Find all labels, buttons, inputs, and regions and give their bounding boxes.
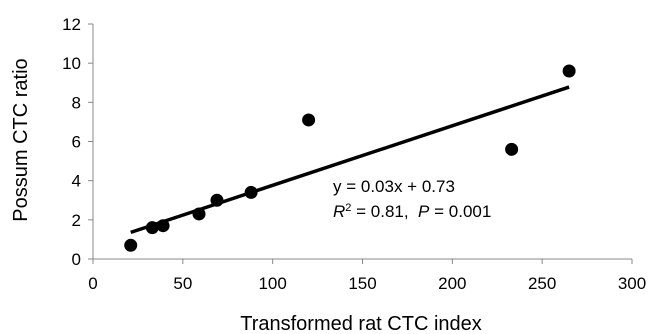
data-point — [505, 142, 519, 156]
r2-symbol: R — [333, 202, 345, 221]
regression-equation: y = 0.03x + 0.73 — [333, 177, 455, 196]
x-tick-label: 50 — [173, 274, 192, 293]
x-tick-label: 0 — [88, 274, 97, 293]
data-points — [124, 64, 576, 252]
y-tick-label: 6 — [72, 133, 81, 152]
data-point — [156, 219, 170, 233]
trendline — [130, 85, 570, 235]
y-tick-label: 2 — [72, 211, 81, 230]
x-tick-label: 300 — [618, 274, 646, 293]
x-tick-label: 100 — [258, 274, 286, 293]
r2-exponent: 2 — [345, 202, 351, 214]
x-axis-title: Transformed rat CTC index — [240, 313, 482, 334]
y-tick-label: 12 — [62, 15, 81, 34]
y-tick-label: 4 — [72, 172, 81, 191]
r2-value: = 0.81, — [351, 202, 418, 221]
p-value: = 0.001 — [429, 202, 491, 221]
regression-stats: R2 = 0.81, P = 0.001 — [333, 202, 491, 221]
data-point — [124, 238, 138, 252]
axes — [92, 24, 632, 260]
x-tick-label: 200 — [438, 274, 466, 293]
data-point — [145, 221, 159, 235]
p-symbol: P — [418, 202, 430, 221]
x-tick-label: 250 — [528, 274, 556, 293]
x-axis-ticks: 0 50 100 150 200 250 300 — [88, 259, 646, 293]
data-point — [302, 113, 316, 127]
data-point — [244, 185, 258, 199]
y-tick-label: 8 — [72, 93, 81, 112]
trendline-group — [130, 85, 570, 235]
data-point — [192, 207, 206, 221]
data-point — [210, 193, 224, 207]
y-tick-label: 10 — [62, 54, 81, 73]
y-axis-ticks: 0 2 4 6 8 10 12 — [62, 15, 93, 269]
data-point — [562, 64, 576, 78]
y-axis-title: Possum CTC ratio — [10, 58, 32, 221]
x-tick-label: 150 — [348, 274, 376, 293]
y-tick-label: 0 — [72, 250, 81, 269]
